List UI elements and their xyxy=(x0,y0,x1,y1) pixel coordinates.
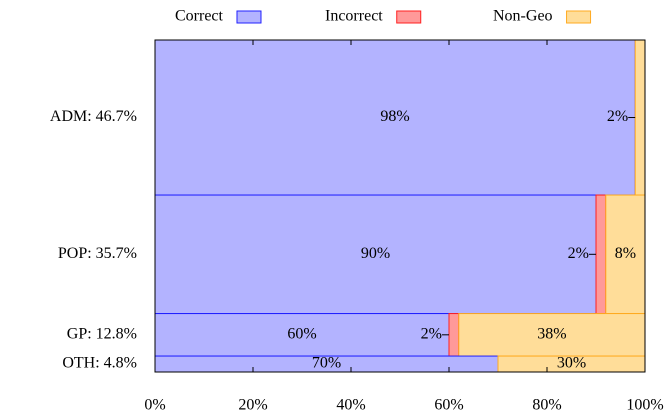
legend-label: Incorrect xyxy=(325,8,383,25)
segment xyxy=(595,194,607,315)
category-label: POP: 35.7% xyxy=(58,245,137,262)
x-tick-label: 80% xyxy=(532,397,561,414)
legend-label: Correct xyxy=(175,8,224,25)
x-tick-label: 40% xyxy=(336,397,365,414)
value-label: 90% xyxy=(361,245,390,262)
legend-label: Non-Geo xyxy=(493,8,553,25)
x-tick-label: 0% xyxy=(144,397,165,414)
segment xyxy=(448,313,460,357)
value-label: 2% xyxy=(421,325,442,342)
segment xyxy=(154,194,597,315)
value-label: 70% xyxy=(312,355,341,372)
category-label: OTH: 4.8% xyxy=(62,355,137,372)
value-label: 2% xyxy=(568,245,589,262)
segment xyxy=(634,39,646,196)
category-label: ADM: 46.7% xyxy=(50,108,137,125)
legend-swatch xyxy=(396,10,422,24)
value-label: 2% xyxy=(607,108,628,125)
value-label: 8% xyxy=(615,245,636,262)
value-label: 30% xyxy=(557,355,586,372)
value-label: 38% xyxy=(537,325,566,342)
legend-swatch xyxy=(236,10,262,24)
segment xyxy=(154,39,636,196)
x-tick-label: 60% xyxy=(434,397,463,414)
plot-frame xyxy=(154,39,646,373)
value-label: 60% xyxy=(287,325,316,342)
legend-swatch xyxy=(566,10,592,24)
x-tick-label: 20% xyxy=(238,397,267,414)
x-tick-label: 100% xyxy=(626,397,663,414)
value-label: 98% xyxy=(380,108,409,125)
category-label: GP: 12.8% xyxy=(67,325,137,342)
segment xyxy=(605,194,646,315)
